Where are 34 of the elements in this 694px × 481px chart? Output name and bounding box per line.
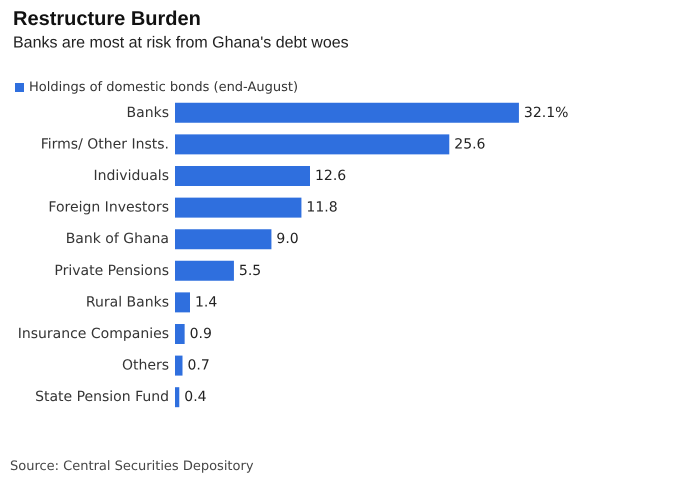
y-tick-label: Insurance Companies (18, 326, 169, 342)
bar (175, 260, 234, 281)
source-note: Source: Central Securities Depository (10, 459, 254, 474)
bar (175, 166, 310, 186)
y-tick-label: Firms/ Other Insts. (40, 136, 169, 152)
data-label: 9.0 (276, 231, 299, 248)
bar (175, 324, 185, 344)
bar (175, 198, 302, 218)
data-label: 0.7 (188, 358, 210, 374)
data-label: 11.8 (306, 200, 338, 216)
bar (175, 229, 272, 250)
chart-title: Restructure Burden (13, 8, 201, 30)
bar (175, 292, 190, 312)
data-label: 25.6 (454, 136, 486, 152)
y-tick-label: Bank of Ghana (66, 231, 169, 248)
data-label: 0.9 (190, 326, 212, 342)
legend-label: Holdings of domestic bonds (end-August) (29, 80, 298, 95)
bar (175, 387, 180, 408)
y-tick-label: Private Pensions (54, 262, 169, 279)
data-label: 32.1% (524, 104, 568, 121)
y-tick-label: Others (122, 358, 169, 374)
y-tick-label: Rural Banks (86, 294, 169, 310)
bar (175, 356, 182, 376)
data-label: 12.6 (315, 168, 346, 184)
chart-subtitle: Banks are most at risk from Ghana's debt woes (13, 34, 349, 52)
data-label: 0.4 (184, 389, 207, 406)
bar (175, 102, 519, 123)
data-label: 5.5 (238, 262, 262, 279)
y-tick-label: Individuals (94, 168, 169, 184)
bar (175, 134, 450, 154)
y-tick-label: Banks (126, 104, 169, 121)
y-tick-label: State Pension Fund (35, 389, 169, 406)
data-label: 1.4 (195, 294, 218, 310)
y-tick-label: Foreign Investors (48, 200, 169, 216)
